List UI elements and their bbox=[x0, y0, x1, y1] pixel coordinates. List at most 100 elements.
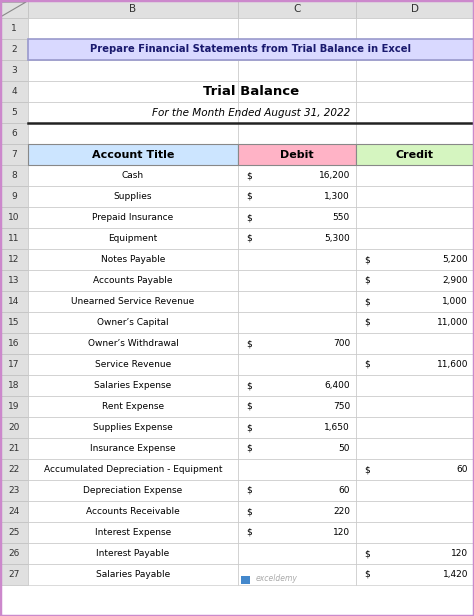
Bar bbox=[28, 144, 238, 165]
Bar bbox=[356, 354, 474, 375]
Bar bbox=[238, 39, 356, 60]
Text: $: $ bbox=[246, 339, 252, 348]
Bar bbox=[356, 144, 474, 165]
Bar bbox=[28, 375, 238, 396]
Bar bbox=[238, 0, 356, 18]
Bar bbox=[0, 438, 28, 459]
Text: $: $ bbox=[364, 360, 370, 369]
Text: 23: 23 bbox=[9, 486, 20, 495]
Bar bbox=[356, 375, 474, 396]
Bar bbox=[28, 186, 238, 207]
Text: $: $ bbox=[246, 234, 252, 243]
Text: 17: 17 bbox=[8, 360, 20, 369]
Bar bbox=[0, 459, 28, 480]
Bar bbox=[28, 354, 238, 375]
Bar bbox=[28, 501, 238, 522]
Bar bbox=[238, 459, 356, 480]
Bar bbox=[238, 396, 356, 417]
Bar bbox=[356, 81, 474, 102]
Text: Trial Balance: Trial Balance bbox=[203, 85, 299, 98]
Text: 6,400: 6,400 bbox=[324, 381, 350, 390]
Bar bbox=[238, 60, 356, 81]
Bar bbox=[241, 575, 250, 583]
Bar bbox=[0, 417, 28, 438]
Text: 16: 16 bbox=[8, 339, 20, 348]
Bar bbox=[0, 60, 28, 81]
Bar bbox=[28, 207, 238, 228]
Bar bbox=[356, 102, 474, 123]
Bar bbox=[0, 291, 28, 312]
Text: Debit: Debit bbox=[280, 150, 314, 160]
Text: 5: 5 bbox=[11, 108, 17, 117]
Text: 11,000: 11,000 bbox=[437, 318, 468, 327]
Text: Account Title: Account Title bbox=[92, 150, 174, 160]
Bar bbox=[28, 123, 238, 144]
Bar bbox=[356, 186, 474, 207]
Bar bbox=[238, 501, 356, 522]
Bar bbox=[238, 228, 356, 249]
Bar bbox=[0, 543, 28, 564]
Bar bbox=[238, 186, 356, 207]
Text: 26: 26 bbox=[9, 549, 20, 558]
Text: Unearned Service Revenue: Unearned Service Revenue bbox=[72, 297, 195, 306]
Text: Prepare Financial Statements from Trial Balance in Excel: Prepare Financial Statements from Trial … bbox=[91, 44, 411, 54]
Bar bbox=[356, 18, 474, 39]
Text: Depreciation Expense: Depreciation Expense bbox=[83, 486, 182, 495]
Bar bbox=[28, 60, 238, 81]
Bar bbox=[238, 291, 356, 312]
Bar bbox=[238, 144, 356, 165]
Bar bbox=[0, 186, 28, 207]
Text: $: $ bbox=[246, 486, 252, 495]
Text: 1,420: 1,420 bbox=[443, 570, 468, 579]
Text: Interest Expense: Interest Expense bbox=[95, 528, 171, 537]
Text: 120: 120 bbox=[333, 528, 350, 537]
Text: 2,900: 2,900 bbox=[442, 276, 468, 285]
Text: 19: 19 bbox=[8, 402, 20, 411]
Text: 11,600: 11,600 bbox=[437, 360, 468, 369]
Text: 15: 15 bbox=[8, 318, 20, 327]
Bar bbox=[356, 39, 474, 60]
Bar bbox=[238, 207, 356, 228]
Text: 60: 60 bbox=[338, 486, 350, 495]
Text: Equipment: Equipment bbox=[109, 234, 158, 243]
Bar bbox=[28, 0, 238, 18]
Bar bbox=[0, 312, 28, 333]
Bar bbox=[28, 270, 238, 291]
Bar bbox=[238, 270, 356, 291]
Text: 18: 18 bbox=[8, 381, 20, 390]
Text: 8: 8 bbox=[11, 171, 17, 180]
Bar bbox=[238, 165, 356, 186]
Bar bbox=[0, 123, 28, 144]
Text: Notes Payable: Notes Payable bbox=[101, 255, 165, 264]
Bar bbox=[356, 333, 474, 354]
Bar bbox=[238, 564, 356, 585]
Text: $: $ bbox=[246, 192, 252, 201]
Text: $: $ bbox=[246, 423, 252, 432]
Bar bbox=[356, 501, 474, 522]
Text: Accumulated Depreciation - Equipment: Accumulated Depreciation - Equipment bbox=[44, 465, 222, 474]
Text: 60: 60 bbox=[456, 465, 468, 474]
Text: $: $ bbox=[246, 213, 252, 222]
Bar bbox=[0, 375, 28, 396]
Bar bbox=[356, 564, 474, 585]
Bar bbox=[356, 312, 474, 333]
Bar bbox=[28, 333, 238, 354]
Bar bbox=[356, 60, 474, 81]
Bar bbox=[356, 522, 474, 543]
Bar bbox=[28, 564, 238, 585]
Text: 22: 22 bbox=[9, 465, 19, 474]
Text: 14: 14 bbox=[9, 297, 20, 306]
Bar bbox=[0, 144, 28, 165]
Text: Interest Payable: Interest Payable bbox=[96, 549, 170, 558]
Bar bbox=[238, 18, 356, 39]
Bar bbox=[28, 249, 238, 270]
Bar bbox=[28, 417, 238, 438]
Bar bbox=[0, 18, 28, 39]
Text: C: C bbox=[293, 4, 301, 14]
Text: Salaries Payable: Salaries Payable bbox=[96, 570, 170, 579]
Text: 5,200: 5,200 bbox=[442, 255, 468, 264]
Text: $: $ bbox=[246, 402, 252, 411]
Text: 5,300: 5,300 bbox=[324, 234, 350, 243]
Bar bbox=[238, 375, 356, 396]
Bar bbox=[238, 81, 356, 102]
